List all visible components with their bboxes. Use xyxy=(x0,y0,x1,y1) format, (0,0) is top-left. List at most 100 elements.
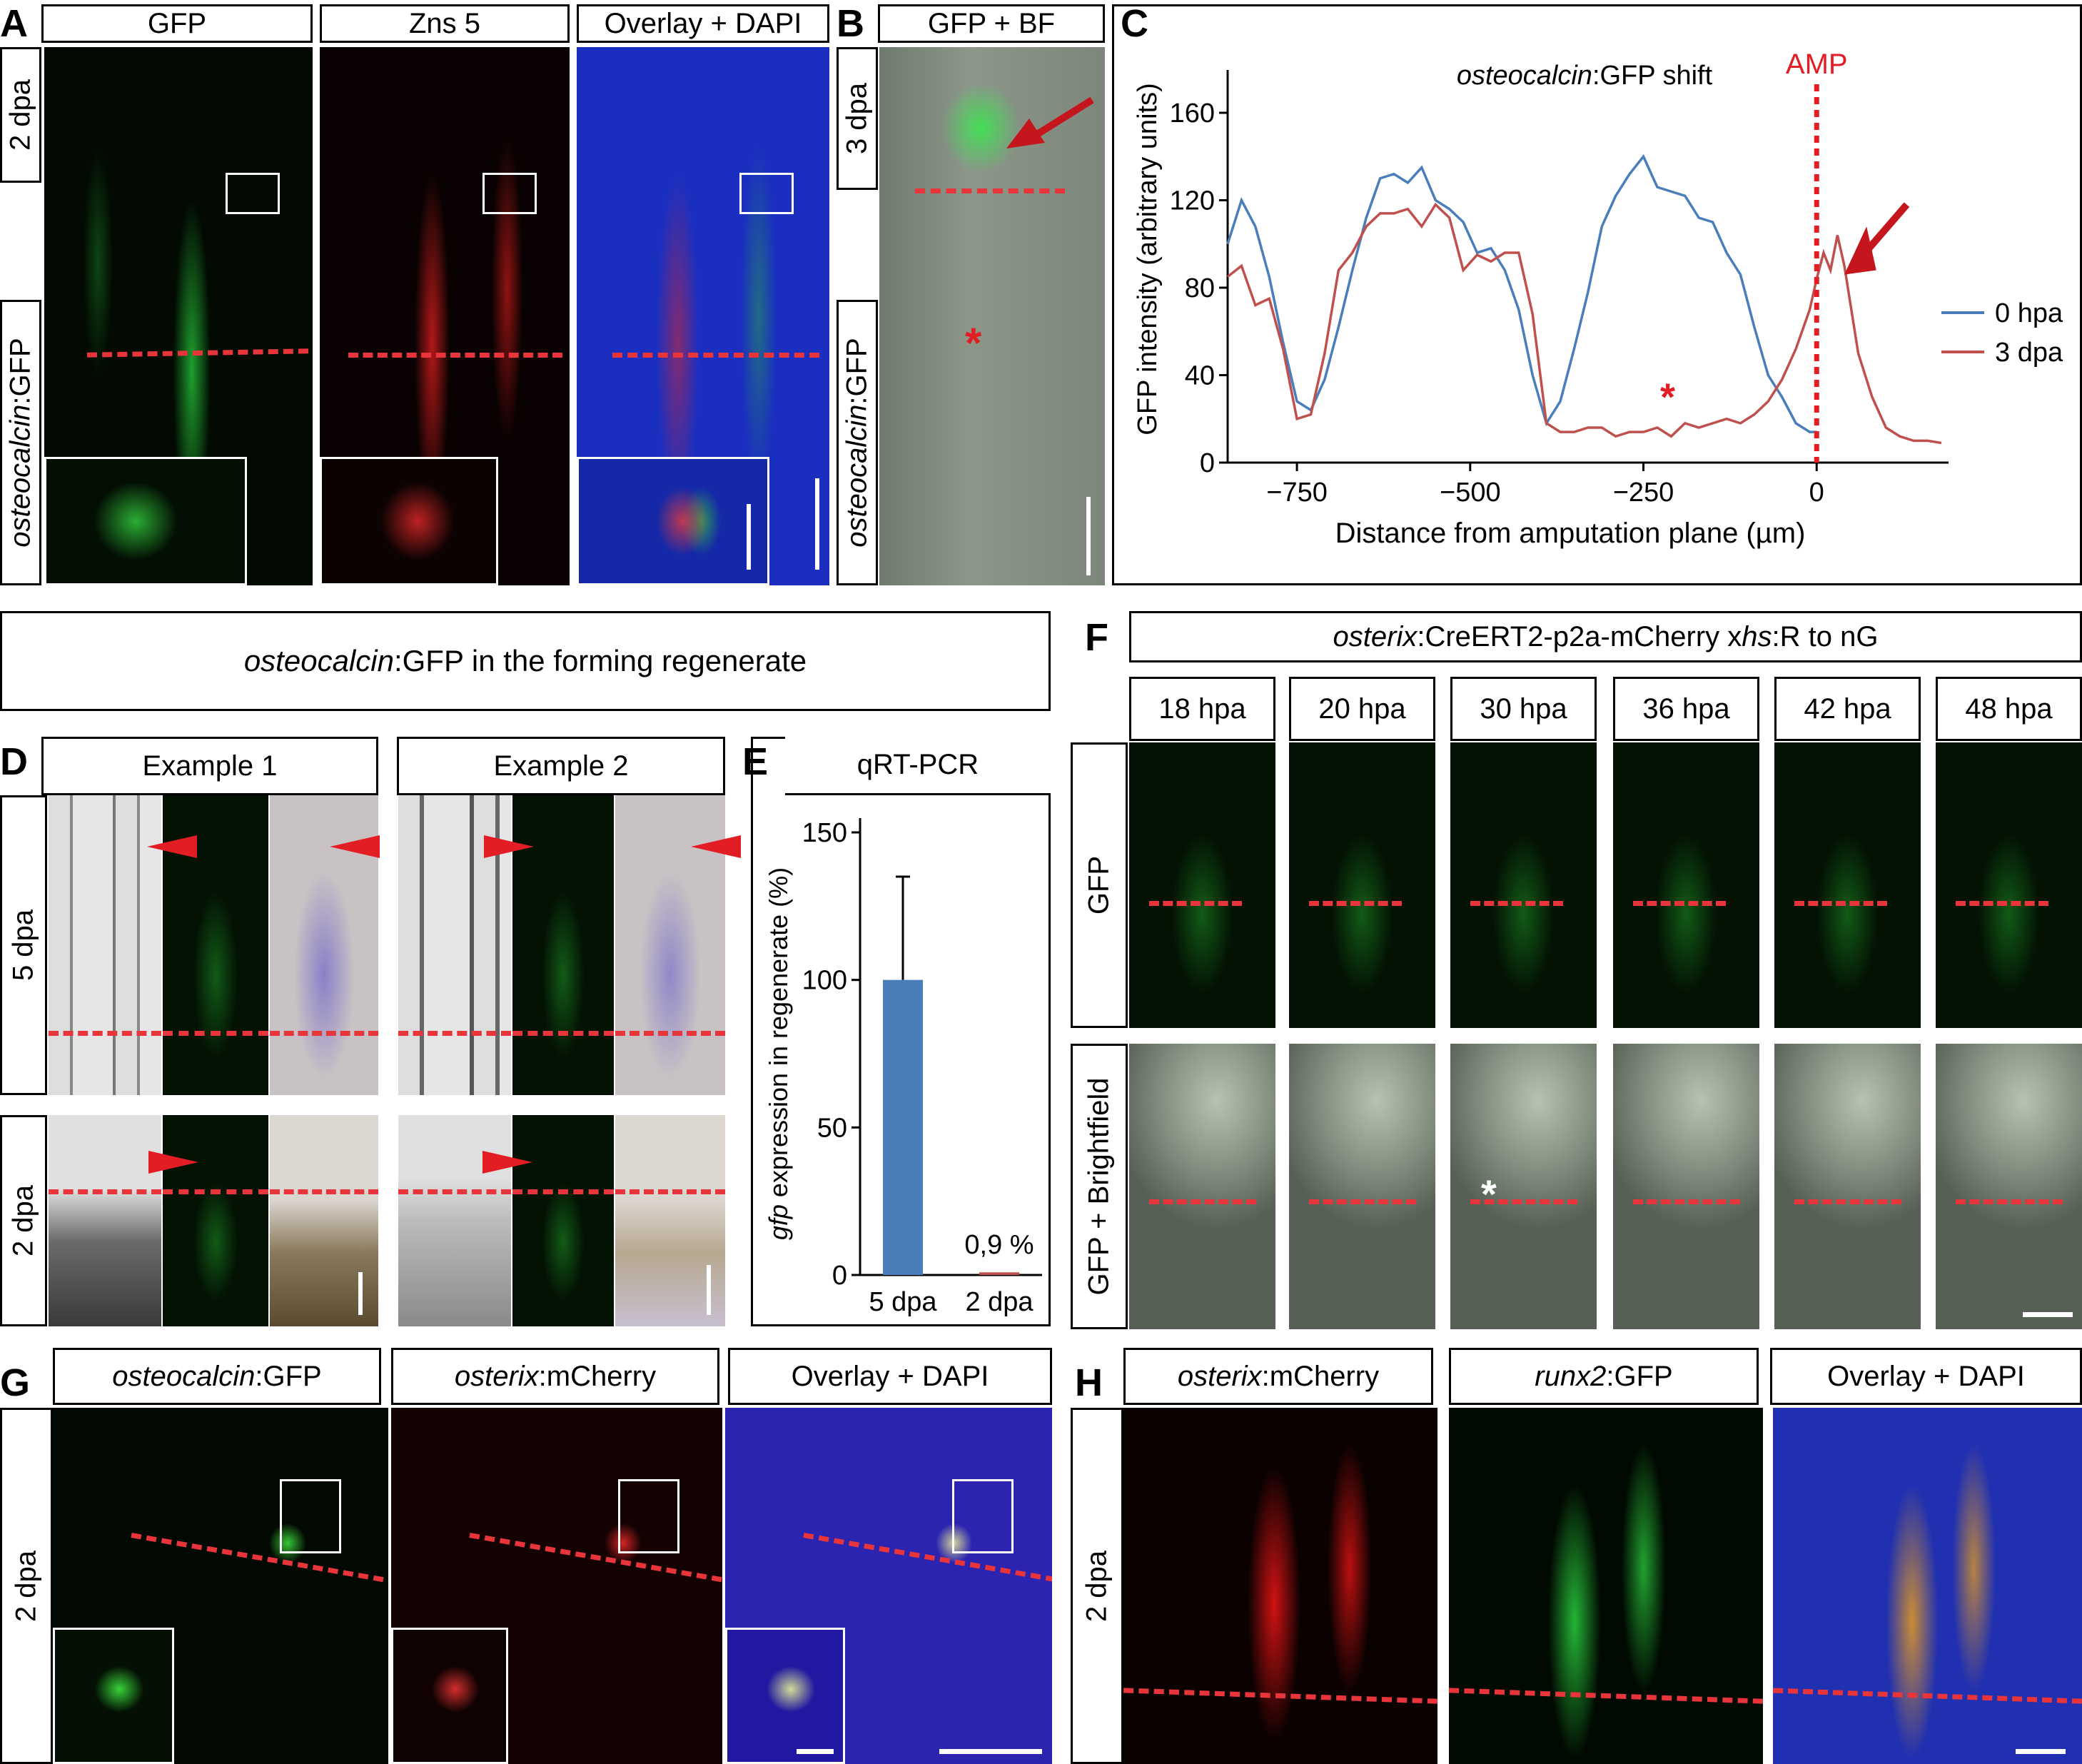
x-tick-label: −750 xyxy=(1266,478,1328,508)
panel-letter-g: G xyxy=(0,1361,31,1404)
scale-bar xyxy=(815,478,819,570)
panel-d-bf-image xyxy=(398,1115,511,1326)
panel-h-header-overlay: Overlay + DAPI xyxy=(1770,1348,2082,1405)
y-tick-label: 40 xyxy=(1185,361,1215,391)
panel-f-gfp-image xyxy=(1936,742,2082,1028)
panel-b-line-label: osteocalcin:GFP xyxy=(837,300,878,585)
x-tick-label: 5 dpa xyxy=(869,1287,937,1317)
panel-f-timepoint-header: 42 hpa xyxy=(1774,677,1921,741)
panel-f-timepoint-header: 20 hpa xyxy=(1289,677,1435,741)
panel-f-gfp-image xyxy=(1289,742,1435,1028)
y-tick-label: 80 xyxy=(1185,273,1215,303)
panel-d-row-label-5dpa: 5 dpa xyxy=(0,795,47,1095)
y-axis-label: gfp expression in regenerate (%) xyxy=(764,867,793,1240)
amp-label: AMP xyxy=(1786,49,1848,80)
panel-e-header: qRT-PCR xyxy=(785,737,1051,795)
panel-a-header-gfp: GFP xyxy=(41,4,313,43)
panel-letter-f: F xyxy=(1085,616,1108,659)
panel-a-gfp-image xyxy=(44,47,313,585)
arrowhead-marker xyxy=(147,835,197,858)
panel-g-gfp-image xyxy=(53,1408,388,1764)
bar-value-label: 0,9 % xyxy=(964,1230,1034,1260)
asterisk-marker: * xyxy=(1660,376,1675,419)
panel-c-line-chart: osteocalcin:GFP shift 0 40 80 120 160 −750 −500… xyxy=(1133,49,2063,549)
panel-b-arrow xyxy=(1006,96,1094,148)
panel-f-gfp-image xyxy=(1774,742,1921,1028)
panel-b-header: GFP + BF xyxy=(878,4,1105,43)
panel-f-brightfield-image xyxy=(1936,1044,2082,1329)
panel-letter-h: H xyxy=(1075,1361,1103,1404)
panel-a-line-label: osteocalcin:GFP xyxy=(0,300,41,585)
panel-d-ish-image xyxy=(615,1115,725,1326)
panel-f-brightfield-image xyxy=(1450,1044,1597,1329)
series-line-0hpa xyxy=(1226,153,1817,433)
x-tick-label: −250 xyxy=(1613,478,1674,508)
bar-5-dpa xyxy=(883,979,923,1275)
chart-title: osteocalcin:GFP shift xyxy=(1457,61,1713,91)
arrowhead-marker xyxy=(148,1151,198,1174)
x-tick-label: 0 xyxy=(1809,478,1824,508)
panel-d-header-example2: Example 2 xyxy=(397,737,725,795)
panel-g-mcherry-image xyxy=(391,1408,722,1764)
arrowhead-marker xyxy=(330,835,380,858)
panel-d-header-example1: Example 1 xyxy=(41,737,378,795)
panel-b-row-label: 3 dpa xyxy=(837,47,878,190)
panel-letter-c: C xyxy=(1121,2,1148,45)
panel-letter-b: B xyxy=(837,2,864,45)
y-axis-label: GFP intensity (arbitrary units) xyxy=(1133,83,1163,435)
panel-g-header-osteocalcin: osteocalcin:GFP xyxy=(53,1348,381,1405)
panel-g-row-label: 2 dpa xyxy=(0,1408,53,1764)
scale-bar xyxy=(747,504,751,570)
panel-letter-e: E xyxy=(742,740,769,783)
panel-f-brightfield-image xyxy=(1289,1044,1435,1329)
panel-f-brightfield-image xyxy=(1613,1044,1759,1329)
panel-f-timepoint-header: 18 hpa xyxy=(1129,677,1275,741)
panel-f-gfp-image xyxy=(1613,742,1759,1028)
x-tick-label: −500 xyxy=(1440,478,1501,508)
panel-a-overlay-inset xyxy=(577,457,769,585)
panel-a-overlay-image xyxy=(577,47,829,585)
y-tick-label: 150 xyxy=(802,818,847,848)
y-tick-label: 0 xyxy=(832,1261,847,1291)
panel-d-row-label-2dpa: 2 dpa xyxy=(0,1115,47,1326)
y-tick-label: 120 xyxy=(1170,186,1215,216)
panel-f-timepoint-header: 48 hpa xyxy=(1936,677,2082,741)
panel-de-banner: osteocalcin:GFP in the forming regenerat… xyxy=(0,611,1051,711)
panel-a-zns5-image xyxy=(320,47,570,585)
panel-h-header-osterix: osterix:mCherry xyxy=(1123,1348,1433,1405)
legend-entry: 3 dpa xyxy=(1995,338,2063,368)
panel-f-timepoint-header: 36 hpa xyxy=(1613,677,1759,741)
peak-arrow xyxy=(1844,202,1910,275)
panel-d-bf-image xyxy=(49,1115,161,1326)
panel-a-header-zns5: Zns 5 xyxy=(320,4,570,43)
panel-letter-a: A xyxy=(0,2,28,45)
panel-f-brightfield-image xyxy=(1129,1044,1275,1329)
panel-f-timepoint-header: 30 hpa xyxy=(1450,677,1597,741)
panel-f-gfp-image xyxy=(1450,742,1597,1028)
series-line-3dpa xyxy=(1226,202,1942,445)
panel-a-row-label: 2 dpa xyxy=(0,47,41,183)
x-tick-label: 2 dpa xyxy=(965,1287,1034,1317)
y-tick-label: 160 xyxy=(1170,99,1215,128)
panel-d-gfp-image xyxy=(163,1115,268,1326)
arrowhead-marker xyxy=(482,1151,532,1174)
panel-d-bf-image xyxy=(49,795,161,1095)
panel-letter-d: D xyxy=(0,740,28,783)
y-tick-label: 100 xyxy=(802,966,847,996)
arrowhead-marker xyxy=(484,835,534,858)
panel-b-image: * xyxy=(879,47,1105,585)
panel-f-gfp-image xyxy=(1129,742,1275,1028)
asterisk-marker: * xyxy=(965,319,982,367)
panel-a-header-overlay: Overlay + DAPI xyxy=(577,4,829,43)
panel-d-ish-image xyxy=(270,1115,378,1326)
panel-f-brightfield-image xyxy=(1774,1044,1921,1329)
panel-d-gfp-image xyxy=(512,1115,614,1326)
asterisk-marker: * xyxy=(1481,1171,1497,1216)
panel-h-runx2-image xyxy=(1449,1408,1763,1764)
panel-f-banner: osterix:CreERT2-p2a-mCherry x hs:R to nG xyxy=(1129,611,2082,662)
scale-bar xyxy=(2023,1312,2073,1317)
panel-e-bar-chart: 0 50 100 150 5 dpa 2 dpa 0,9 % gfp expression i… xyxy=(764,818,1042,1317)
panel-d-gfp-image xyxy=(163,795,268,1095)
scale-bar xyxy=(1086,497,1091,575)
x-axis-label: Distance from amputation plane (µm) xyxy=(1335,518,1806,549)
